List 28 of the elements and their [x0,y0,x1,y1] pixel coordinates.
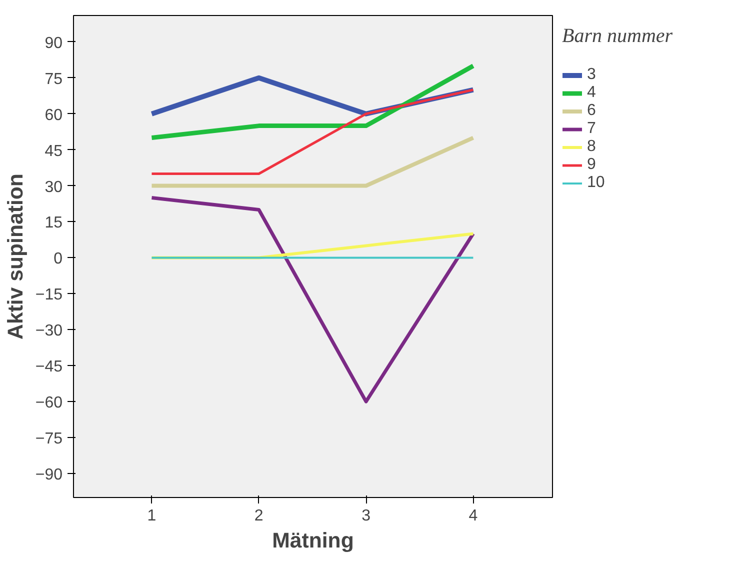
legend-label: 9 [587,156,597,174]
y-tick-label: −30 [35,322,63,340]
y-tick-label: −90 [35,466,63,484]
legend-label: 7 [587,120,597,138]
legend-label: 8 [587,138,597,156]
y-axis-title: Aktiv supination [3,174,28,340]
y-tick-label: 45 [44,142,63,160]
line-series [150,196,475,404]
y-tick-label: −75 [35,430,63,448]
y-tick-label: 15 [44,214,63,232]
legend-label: 3 [587,66,597,84]
legend-label: 4 [587,84,597,102]
x-tick-label: 1 [147,508,156,524]
y-tick-label: 90 [44,34,63,52]
y-tick-label: 0 [54,250,63,268]
legend-label: 6 [587,102,597,120]
x-tick-label: 3 [362,508,371,524]
y-tick-label: −15 [35,286,63,304]
x-axis-title: Mätning [272,528,354,552]
y-tick-label: 75 [44,70,63,88]
x-tick-label: 2 [254,508,264,524]
x-tick-label: 4 [468,508,478,524]
y-tick-label: −45 [35,358,63,376]
legend-title: Barn nummer [562,25,673,48]
legend-label: 10 [587,174,606,192]
y-tick-label: −60 [35,394,63,412]
y-tick-label: 60 [44,106,63,124]
y-tick-label: 30 [44,178,63,196]
